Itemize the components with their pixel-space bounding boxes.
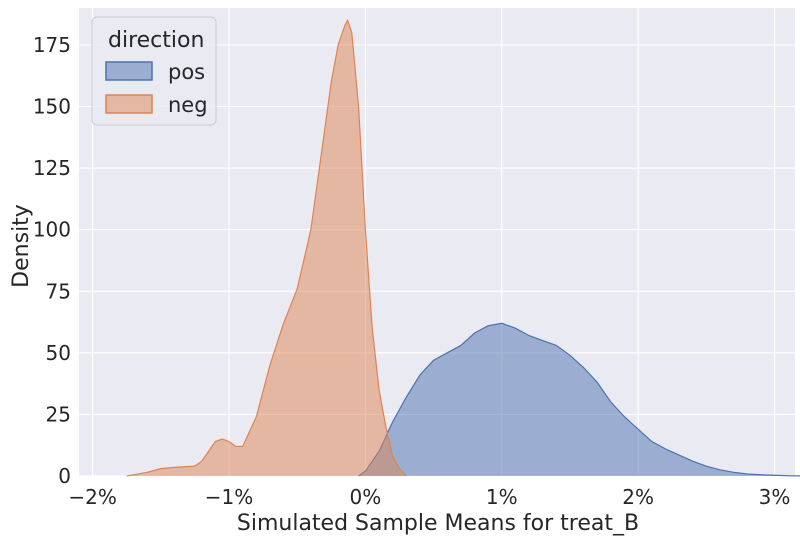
legend-swatch-pos	[105, 61, 153, 81]
legend-label-pos: pos	[168, 60, 205, 84]
y-axis-label: Density	[9, 204, 34, 288]
legend-title: direction	[108, 28, 204, 53]
series-line-pos	[358, 322, 800, 477]
y-tick-label: 50	[46, 341, 71, 365]
legend-swatch-neg	[105, 94, 153, 114]
x-axis-label: Simulated Sample Means for treat_B	[237, 511, 639, 536]
series-group	[126, 18, 800, 477]
x-tick-label: 2%	[622, 485, 654, 509]
legend-label-neg: neg	[168, 93, 208, 117]
y-tick-label: 175	[33, 33, 71, 57]
x-tick-label: 3%	[759, 485, 791, 509]
y-tick-label: 100	[33, 218, 71, 242]
y-tick-label: 125	[33, 156, 71, 180]
series-line-neg	[126, 18, 407, 477]
series-area-neg	[126, 20, 407, 476]
x-tick-labels: −2% −1% 0% 1% 2% 3%	[68, 485, 790, 509]
series-area-pos	[358, 323, 800, 476]
y-tick-label: 25	[46, 402, 71, 426]
x-tick-label: −2%	[68, 485, 117, 509]
legend: direction pos neg	[91, 16, 217, 126]
y-tick-label: 0	[58, 464, 71, 488]
y-tick-label: 150	[33, 95, 71, 119]
x-tick-label: 0%	[350, 485, 382, 509]
y-tick-label: 75	[46, 279, 71, 303]
x-tick-label: −1%	[205, 485, 254, 509]
y-tick-labels: 0 25 50 75 100 125 150 175	[33, 33, 71, 488]
x-tick-label: 1%	[486, 485, 518, 509]
